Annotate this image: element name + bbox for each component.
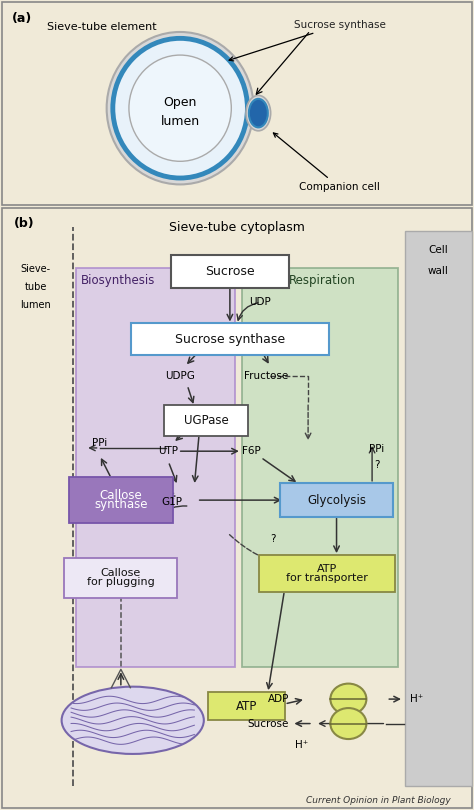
Text: ATP: ATP (317, 564, 337, 574)
FancyBboxPatch shape (69, 477, 173, 523)
Ellipse shape (246, 96, 271, 130)
Text: ADP: ADP (268, 694, 289, 704)
Text: UTP: UTP (158, 446, 178, 456)
Text: Glycolysis: Glycolysis (307, 493, 366, 506)
Circle shape (330, 708, 366, 739)
Text: (a): (a) (12, 12, 32, 25)
Text: ATP: ATP (236, 700, 257, 713)
FancyBboxPatch shape (405, 231, 472, 786)
Text: Sucrose: Sucrose (248, 719, 289, 729)
Text: Sucrose synthase: Sucrose synthase (229, 19, 386, 61)
Ellipse shape (249, 99, 268, 127)
Text: F6P: F6P (242, 446, 261, 456)
Text: Sieve-tube cytoplasm: Sieve-tube cytoplasm (169, 221, 305, 234)
Text: Companion cell: Companion cell (273, 133, 380, 192)
Text: for plugging: for plugging (87, 577, 155, 587)
Text: ?: ? (270, 534, 275, 544)
Text: H⁺: H⁺ (295, 740, 308, 750)
FancyBboxPatch shape (208, 692, 285, 720)
Circle shape (129, 55, 231, 161)
Text: PPi: PPi (369, 444, 384, 454)
Text: Callose: Callose (100, 489, 142, 502)
Text: H⁺: H⁺ (410, 694, 423, 704)
Text: Sucrose: Sucrose (205, 266, 255, 279)
Text: for transporter: for transporter (286, 573, 368, 583)
FancyBboxPatch shape (76, 268, 235, 667)
Text: Open: Open (164, 96, 197, 109)
Text: UGPase: UGPase (184, 414, 228, 427)
Text: PPi: PPi (92, 438, 107, 448)
Text: tube: tube (24, 282, 47, 292)
FancyBboxPatch shape (259, 555, 395, 592)
Text: G1P: G1P (162, 497, 182, 507)
Text: lumen: lumen (161, 116, 200, 129)
Text: Callose: Callose (101, 568, 141, 578)
Text: Current Opinion in Plant Biology: Current Opinion in Plant Biology (306, 796, 450, 805)
FancyBboxPatch shape (280, 484, 393, 517)
Text: UDPG: UDPG (165, 371, 195, 381)
Text: Sieve-: Sieve- (20, 264, 51, 274)
Text: synthase: synthase (94, 498, 147, 511)
FancyBboxPatch shape (64, 557, 177, 598)
Text: Cell: Cell (428, 245, 448, 255)
Text: (b): (b) (14, 217, 35, 230)
FancyBboxPatch shape (171, 255, 289, 288)
Text: Sieve-tube element: Sieve-tube element (47, 22, 157, 32)
Circle shape (113, 38, 247, 178)
Text: Biosynthesis: Biosynthesis (82, 274, 155, 287)
Text: Sucrose synthase: Sucrose synthase (175, 333, 285, 346)
Circle shape (107, 32, 254, 185)
Text: Respiration: Respiration (289, 274, 356, 287)
FancyBboxPatch shape (2, 2, 472, 205)
Text: lumen: lumen (20, 301, 51, 310)
Ellipse shape (62, 687, 204, 754)
Text: Fructose: Fructose (244, 371, 288, 381)
Text: ?: ? (374, 460, 380, 471)
FancyBboxPatch shape (164, 405, 248, 436)
FancyBboxPatch shape (242, 268, 398, 667)
Circle shape (330, 684, 366, 714)
Text: wall: wall (428, 266, 449, 275)
FancyBboxPatch shape (131, 322, 329, 356)
Text: UDP: UDP (249, 297, 271, 307)
